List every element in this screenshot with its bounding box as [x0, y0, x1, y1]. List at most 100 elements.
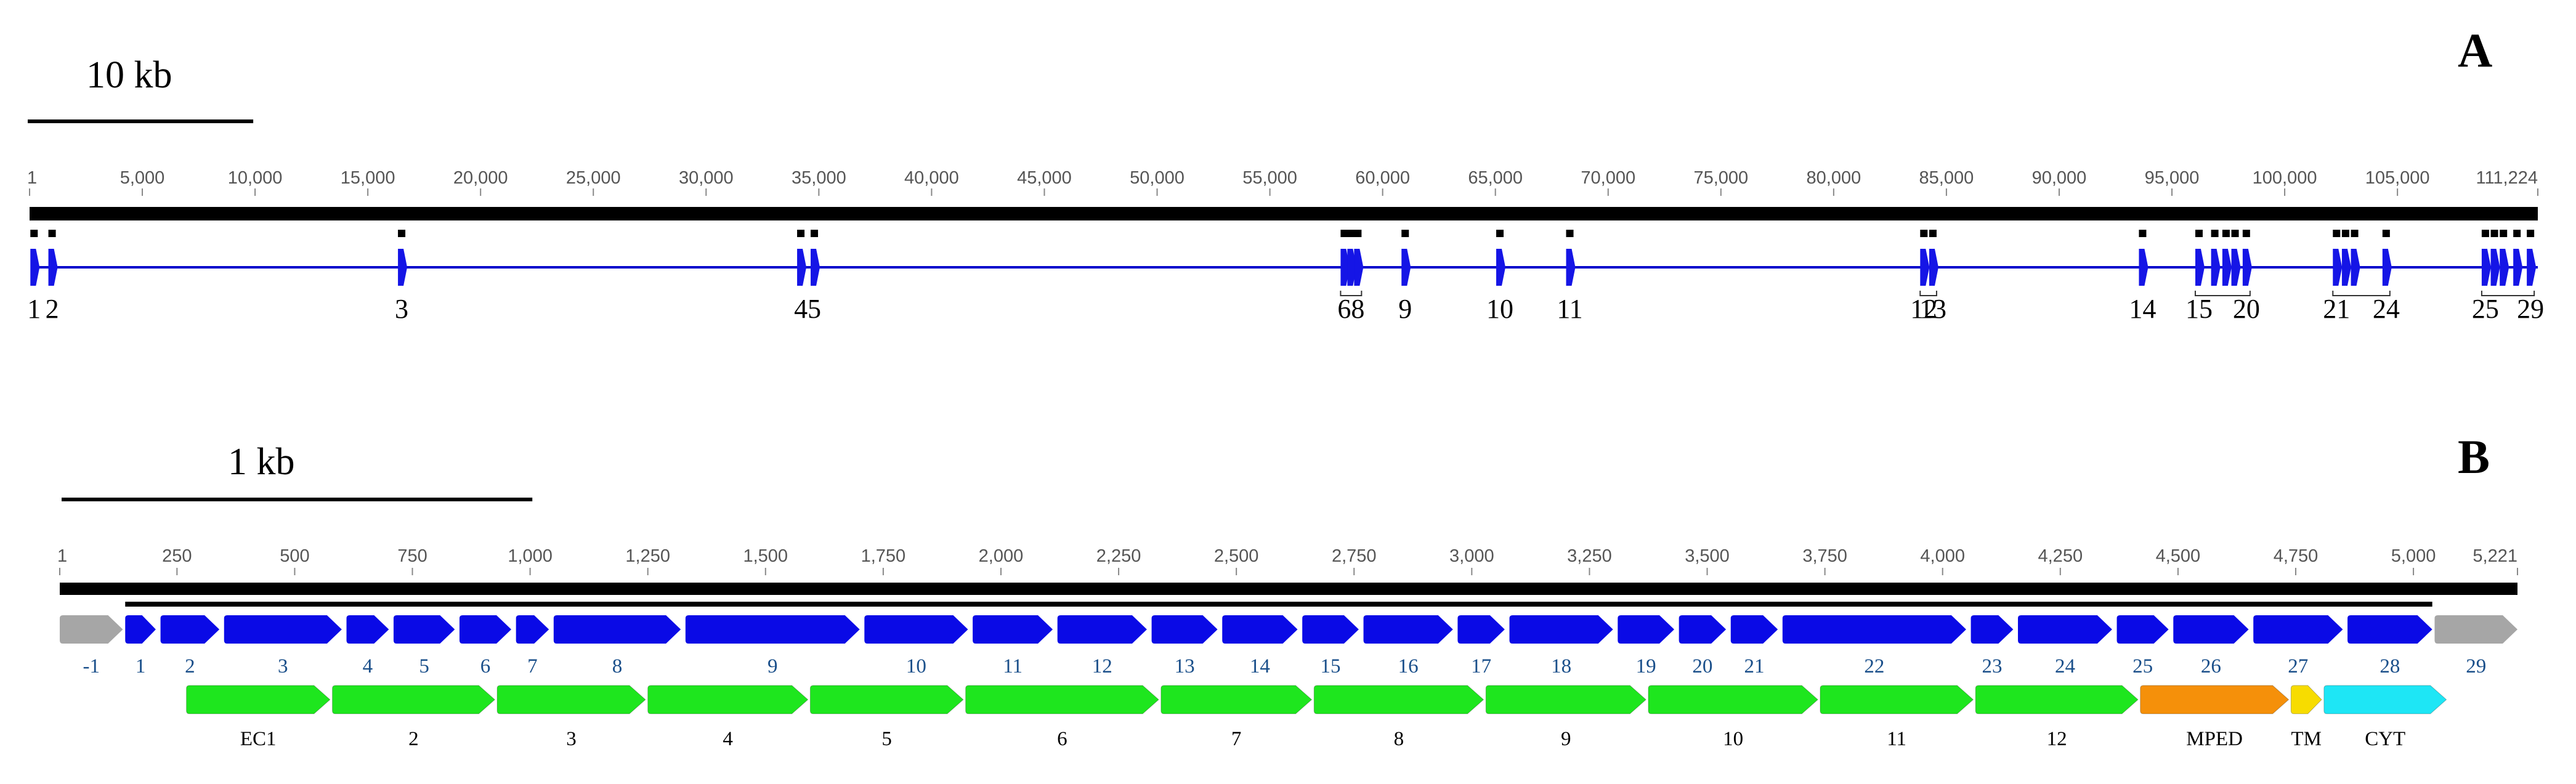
panel-a-tick-label: 25,000	[566, 168, 621, 188]
panel-b-tick-label: 2,500	[1214, 546, 1259, 566]
panel-a-exon-marker	[2500, 230, 2508, 237]
panel-b-exon-label: 24	[2055, 655, 2075, 677]
panel-b-exon	[864, 615, 968, 644]
panel-a-exon-label: 25	[2472, 294, 2499, 324]
panel-b-scale-bar	[62, 498, 533, 501]
panel-a-exon-label: 11	[1557, 294, 1582, 324]
panel-b-exon	[224, 615, 342, 644]
panel-a-exon-label: 4	[794, 294, 808, 324]
panel-b-exon-label: 17	[1471, 655, 1491, 677]
panel-a-exon	[2527, 249, 2537, 286]
panel-a-exon-label: 2	[46, 294, 59, 324]
panel-b-domain-label: CYT	[2365, 728, 2405, 750]
panel-a-label: A	[2458, 23, 2492, 77]
panel-b-exon-label: 16	[1398, 655, 1419, 677]
panel-a-tick-label: 1	[27, 168, 37, 188]
panel-a-exon-marker	[2382, 230, 2390, 237]
panel-b-exon	[1457, 615, 1505, 644]
panel-b-exon	[346, 615, 389, 644]
panel-a-exon	[1920, 249, 1930, 286]
panel-b-cds-bar	[125, 602, 2432, 607]
panel-b-exon-label: -1	[83, 655, 100, 677]
panel-a-exon-marker	[30, 230, 38, 237]
panel-b-exon	[2253, 615, 2343, 644]
panel-a-exon-label: 14	[2129, 294, 2156, 324]
panel-b-exon-label: 4	[363, 655, 373, 677]
panel-b-exon-label: 13	[1175, 655, 1195, 677]
panel-b-exon-label: 10	[906, 655, 926, 677]
panel-b-exon	[1302, 615, 1359, 644]
panel-b-tick-label: 2,250	[1096, 546, 1141, 566]
panel-a-exon-marker	[797, 230, 805, 237]
panel-b-exons: -1 1 2 3 4 5 6 7 8 9 10 11 12 13 14 15 16 17 18 19 20 21 22 23 2…	[60, 615, 2517, 677]
panel-b-domain-cyt	[2323, 685, 2447, 714]
panel-a-exon	[2139, 249, 2149, 286]
panel-b-domain-label: 6	[1057, 728, 1067, 750]
panel-b-exon	[2347, 615, 2432, 644]
panel-a-tick-label: 85,000	[1919, 168, 1974, 188]
panel-b-domain-ec	[965, 685, 1159, 714]
panel-b-tick-label: 3,750	[1802, 546, 1847, 566]
panel-a-exon	[1496, 249, 1506, 286]
panel-b-domain-label: 2	[408, 728, 419, 750]
panel-a-exon-bracket	[1340, 291, 1363, 296]
panel-a-tick-label: 40,000	[904, 168, 959, 188]
panel-a-exon-marker	[2333, 230, 2341, 237]
panel-b-exon-label: 28	[2380, 655, 2400, 677]
panel-b-exon-label: 20	[1692, 655, 1712, 677]
panel-a-exon-marker	[1566, 230, 1574, 237]
panel-a-tick-label: 80,000	[1807, 168, 1861, 188]
panel-a-exon	[2231, 249, 2241, 286]
panel-b-tick-label: 250	[162, 546, 192, 566]
panel-b-tick-label: 3,250	[1567, 546, 1612, 566]
panel-a-exon-label: 15	[2185, 294, 2213, 324]
panel-b-domain-label: 4	[723, 728, 733, 750]
panel-b-domain-label: 10	[1723, 728, 1743, 750]
panel-a-exon-bracket	[2332, 291, 2391, 296]
panel-b-label: B	[2458, 430, 2490, 483]
panel-a-exon-marker	[1929, 230, 1937, 237]
panel-b-domains: EC1 2 3 4 5 6 7 8 9 10 11 12 MPED TM CYT	[186, 685, 2447, 750]
panel-b-domain-label: EC1	[240, 728, 277, 750]
panel-a-exon-marker	[2195, 230, 2203, 237]
panel-b-domain-ec	[1160, 685, 1313, 714]
panel-b-scale-label: 1 kb	[228, 441, 295, 483]
panel-a-exon	[48, 249, 58, 286]
panel-b-tick-label: 4,000	[1920, 546, 1965, 566]
panel-b-tick-label: 2,000	[979, 546, 1024, 566]
panel-a-tick-label: 90,000	[2032, 168, 2087, 188]
panel-a-exon-marker	[1920, 230, 1928, 237]
panel-a-exon	[2195, 249, 2205, 286]
panel-b-domain-ec	[1313, 685, 1484, 714]
panel-a-exon	[2490, 249, 2500, 286]
panel-a-tick-label: 5,000	[120, 168, 165, 188]
panel-b-exon	[2116, 615, 2169, 644]
panel-b-domain-ec	[809, 685, 964, 714]
panel-a-exon-marker	[2231, 230, 2239, 237]
panel-a-exon	[811, 249, 820, 286]
panel-a-exon-label: 12	[1910, 294, 1937, 324]
panel-a-exon-marker	[1340, 230, 1348, 237]
panel-a-tick-label: 70,000	[1581, 168, 1635, 188]
panel-a-exon-marker	[1347, 230, 1355, 237]
panel-b-exon-label: 6	[480, 655, 491, 677]
panel-b: B 1 kb 1 250 500 750 1,000 1,250 1,500 1,750 2,0…	[57, 430, 2518, 750]
panel-a-exon	[1401, 249, 1411, 286]
panel-a-exon	[2211, 249, 2221, 286]
panel-b-exon-label: 19	[1636, 655, 1656, 677]
panel-a-exon	[2341, 249, 2351, 286]
panel-b-exon-label: 12	[1092, 655, 1112, 677]
panel-a-exon-bracket	[2481, 291, 2535, 296]
panel-b-domain-ec	[496, 685, 646, 714]
panel-b-tick-label: 500	[280, 546, 309, 566]
panel-a-exon	[797, 249, 807, 286]
panel-b-tick-label: 1,750	[861, 546, 906, 566]
panel-a-exon-marker	[2490, 230, 2498, 237]
panel-b-exon	[160, 615, 220, 644]
panel-a-scale-label: 10 kb	[86, 54, 172, 96]
panel-b-exon	[1782, 615, 1966, 644]
panel-b-domain-label: 5	[881, 728, 892, 750]
panel-a-tick-label: 45,000	[1017, 168, 1072, 188]
panel-a-tick-label: 20,000	[453, 168, 508, 188]
